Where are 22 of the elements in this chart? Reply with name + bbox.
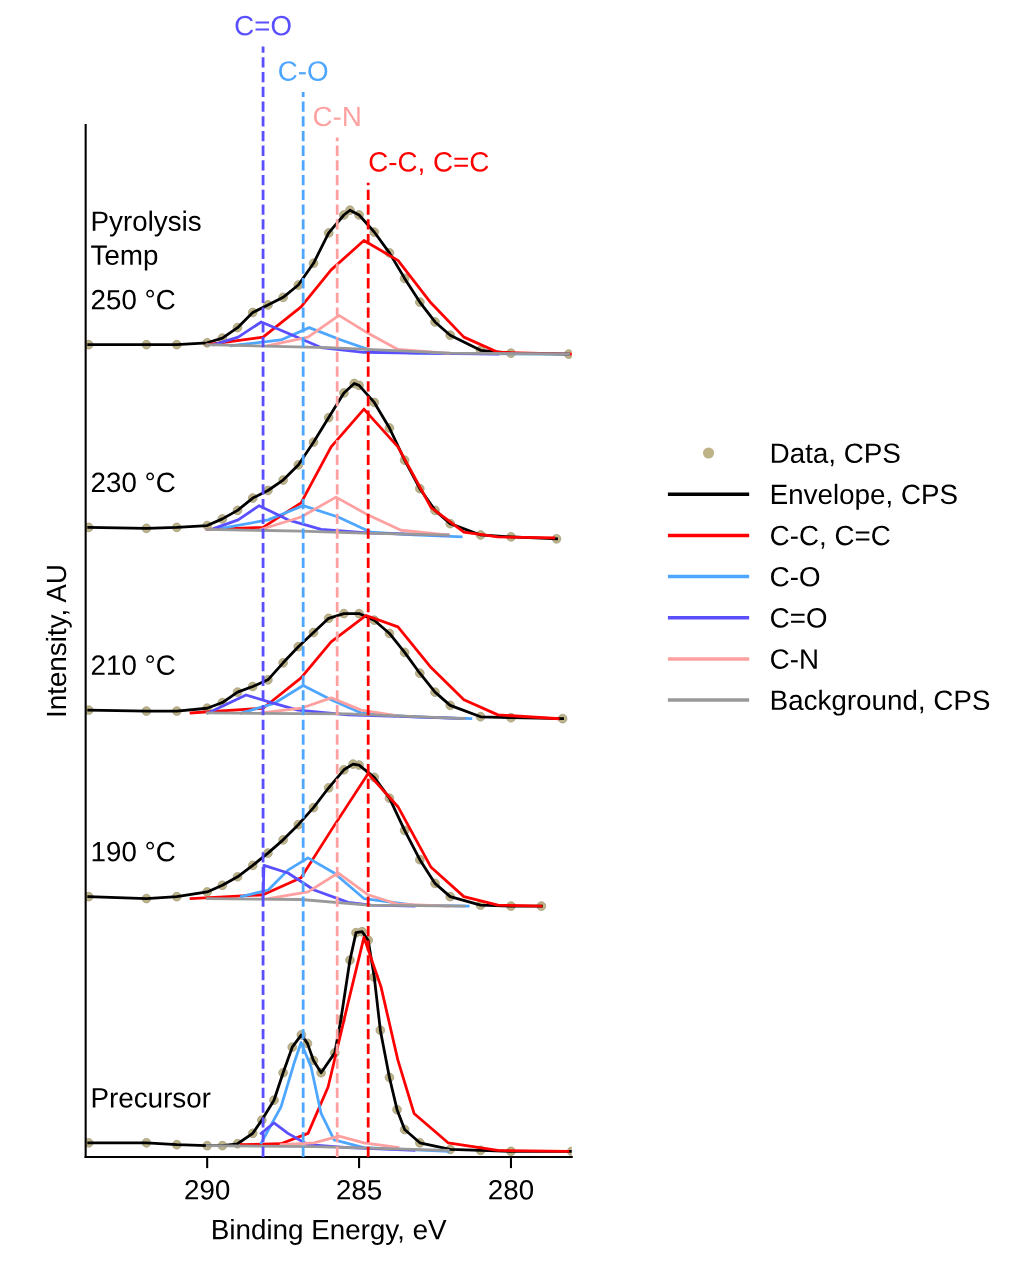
legend-label: Background, CPS (771, 689, 990, 716)
annotation: 230 °C (91, 472, 175, 493)
annotation: 210 °C (91, 655, 175, 675)
ref-line-label: C-N (313, 106, 360, 127)
annotation: Precursor (92, 1088, 211, 1108)
ref-line-label: C-C, C=C (369, 152, 489, 175)
legend-label: C=O (771, 608, 827, 628)
annotation: 190 °C (92, 841, 175, 862)
y-axis-title: Intensity, AU (45, 566, 72, 716)
x-tick-label: 285 (337, 1179, 382, 1200)
legend-label: C-C, C=C (771, 525, 890, 549)
legend-label: C-N (771, 649, 817, 669)
x-axis-title: Binding Energy, eV (213, 1219, 447, 1245)
legend-label: Data, CPS (771, 443, 900, 467)
x-tick-label: 290 (185, 1179, 230, 1200)
legend-label: C-O (771, 566, 820, 587)
legend-label: Envelope, CPS (771, 483, 957, 510)
ref-line-label: C-O (279, 61, 328, 81)
annotation: 250 °C (91, 289, 175, 310)
ref-line-label: C=O (235, 15, 291, 36)
annotation: Pyrolysis Temp (91, 210, 201, 271)
x-tick-label: 280 (489, 1179, 534, 1200)
